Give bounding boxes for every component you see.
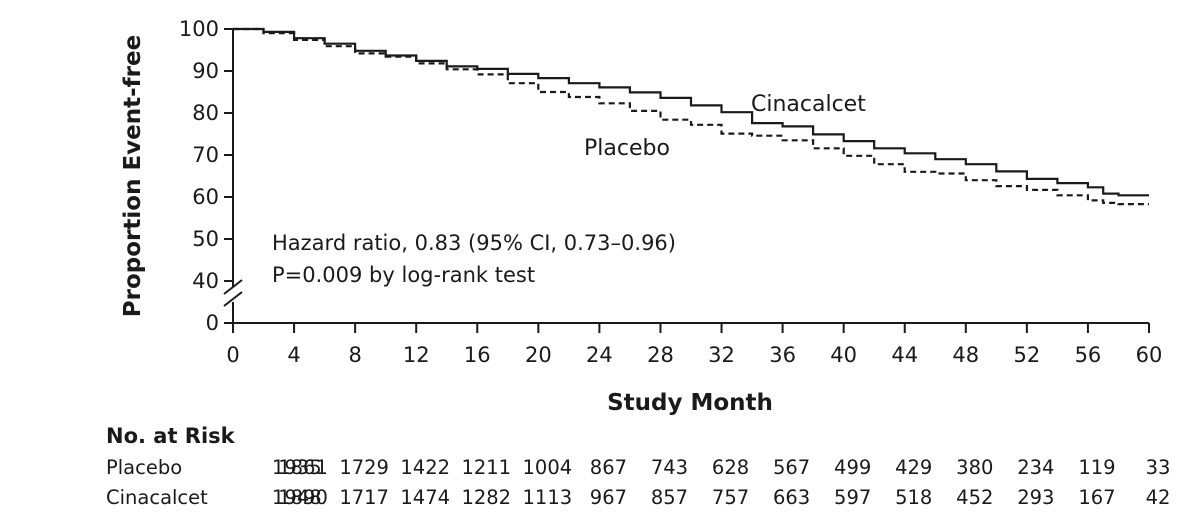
risk-value-placebo-16: 1211 [461,456,511,479]
x-tick-label-60: 60 [1136,343,1163,367]
risk-row-label-cinacalcet: Cinacalcet [106,486,208,509]
risk-value-placebo-52: 234 [1017,456,1054,479]
x-tick-label-44: 44 [891,343,918,367]
series-line-cinacalcet [233,27,1149,197]
x-tick-label-4: 4 [287,343,300,367]
x-tick-label-24: 24 [586,343,613,367]
x-tick-label-8: 8 [348,343,361,367]
series-label-placebo: Placebo [584,136,670,161]
y-tick-group: 0 40 50 60 70 80 90 100 [179,17,233,335]
risk-value-cinacalcet-0: 1948 [272,486,322,509]
y-tick-label-60: 60 [192,185,219,209]
risk-value-placebo-60: 33 [1146,456,1171,479]
risk-value-cinacalcet-20: 1113 [523,486,573,509]
risk-value-cinacalcet-44: 518 [895,486,932,509]
risk-value-cinacalcet-56: 167 [1078,486,1115,509]
risk-value-placebo-4: 1861 [278,456,328,479]
series-group [233,27,1149,206]
risk-value-cinacalcet-24: 967 [590,486,627,509]
series-line-placebo [233,27,1149,206]
risk-value-cinacalcet-36: 663 [773,486,810,509]
risk-value-cinacalcet-32: 757 [712,486,749,509]
x-tick-label-56: 56 [1075,343,1102,367]
risk-value-placebo-56: 119 [1078,456,1115,479]
x-tick-label-16: 16 [464,343,491,367]
risk-value-placebo-32: 628 [712,456,749,479]
y-tick-label-0: 0 [206,311,219,335]
x-tick-label-0: 0 [226,343,239,367]
x-axis-title: Study Month [607,390,773,416]
hazard-ratio-annotation: Hazard ratio, 0.83 (95% CI, 0.73–0.96) [272,231,676,255]
x-tick-label-52: 52 [1013,343,1040,367]
y-tick-label-70: 70 [192,143,219,167]
risk-value-placebo-12: 1422 [400,456,450,479]
risk-value-placebo-36: 567 [773,456,810,479]
risk-value-cinacalcet-40: 597 [834,486,871,509]
y-axis-title: Proportion Event-free [120,35,146,317]
risk-row-label-placebo: Placebo [106,456,182,479]
risk-table-title: No. at Risk [106,424,236,448]
x-tick-label-40: 40 [830,343,857,367]
x-tick-label-36: 36 [769,343,796,367]
axis-break-mark-2 [223,291,243,307]
risk-value-cinacalcet-4: 1890 [278,486,328,509]
x-tick-label-12: 12 [403,343,430,367]
x-tick-label-32: 32 [708,343,735,367]
risk-value-cinacalcet-16: 1282 [461,486,511,509]
risk-value-cinacalcet-60: 42 [1146,486,1171,509]
risk-value-placebo-48: 380 [956,456,993,479]
x-tick-label-28: 28 [647,343,674,367]
y-tick-label-40: 40 [192,269,219,293]
risk-value-cinacalcet-8: 1717 [339,486,389,509]
risk-value-placebo-20: 1004 [523,456,573,479]
risk-value-placebo-24: 867 [590,456,627,479]
x-tick-group: 0 4 8 12 16 20 24 28 32 36 40 44 48 52 56 60 [226,323,1162,367]
risk-value-cinacalcet-28: 857 [651,486,688,509]
risk-value-cinacalcet-48: 452 [956,486,993,509]
risk-value-placebo-28: 743 [651,456,688,479]
y-tick-label-50: 50 [192,227,219,251]
x-tick-label-20: 20 [525,343,552,367]
axis-break-mark-1 [223,279,243,295]
risk-value-placebo-40: 499 [834,456,871,479]
x-tick-label-48: 48 [952,343,979,367]
risk-value-cinacalcet-52: 293 [1017,486,1054,509]
risk-value-placebo-0: 1935 [272,456,322,479]
y-tick-label-100: 100 [179,17,219,41]
risk-value-placebo-44: 429 [895,456,932,479]
y-tick-label-90: 90 [192,59,219,83]
risk-value-cinacalcet-12: 1474 [400,486,450,509]
p-value-annotation: P=0.009 by log-rank test [272,263,535,287]
risk-value-placebo-8: 1729 [339,456,389,479]
series-label-cinacalcet: Cinacalcet [751,92,866,117]
y-tick-label-80: 80 [192,101,219,125]
